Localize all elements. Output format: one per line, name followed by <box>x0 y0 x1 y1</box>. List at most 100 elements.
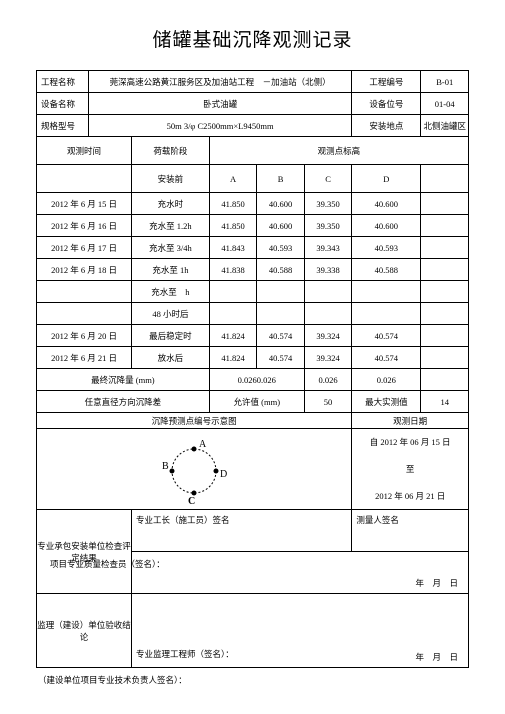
cell: 41.824 <box>209 347 257 369</box>
cell <box>304 303 352 325</box>
cell: 充水至 1.2h <box>132 215 210 237</box>
page-title: 储罐基础沉降观测记录 <box>36 25 469 52</box>
sig-l1: 专业工长（施工员）签名 <box>132 510 352 552</box>
cell: 2012 年 6 月 20 日 <box>37 325 132 347</box>
date-from: 自 2012 年 06 月 15 日 <box>352 429 469 456</box>
cell: 41.843 <box>209 237 257 259</box>
cell <box>37 303 132 325</box>
value: 14 <box>421 391 469 413</box>
cell: 充水时 <box>132 193 210 215</box>
cell: 40.600 <box>257 215 305 237</box>
cell: 2012 年 6 月 16 日 <box>37 215 132 237</box>
cell: 40.600 <box>352 193 421 215</box>
sig-box1: 专业承包安装单位检查评定结果 <box>37 510 132 594</box>
value: 0.026 <box>304 369 352 391</box>
cell: 40.588 <box>352 259 421 281</box>
blank <box>421 369 469 391</box>
cell: 2012 年 6 月 21 日 <box>37 347 132 369</box>
cell <box>421 347 469 369</box>
cell: 48 小时后 <box>132 303 210 325</box>
cell: 40.574 <box>352 325 421 347</box>
sig-box3: 监理（建设）单位验收结论 <box>37 594 132 668</box>
cell <box>257 281 305 303</box>
value: B-01 <box>421 71 469 93</box>
cell <box>209 281 257 303</box>
sub-load: 安装前 <box>132 165 210 193</box>
col-load: 荷载阶段 <box>132 137 210 165</box>
label: 最大实测值 <box>352 391 421 413</box>
cell <box>421 325 469 347</box>
cell <box>37 281 132 303</box>
cell <box>421 281 469 303</box>
cell: 充水至 3/4h <box>132 237 210 259</box>
sig-l3: 专业监理工程师（签名）： 年 月 日 <box>132 642 469 668</box>
col-a: A <box>209 165 257 193</box>
label: 任意直径方向沉降差 <box>37 391 210 413</box>
value: 50m 3/φ C2500mm×L9450mm <box>88 115 351 137</box>
cell: 41.824 <box>209 325 257 347</box>
cell <box>421 237 469 259</box>
cell: 40.574 <box>257 325 305 347</box>
sig-qc: 项目专业质量检查员（签名）： 年 月 日 <box>132 552 469 594</box>
col-b: B <box>257 165 305 193</box>
label: 允许值 (mm) <box>209 391 304 413</box>
cell: 40.574 <box>257 347 305 369</box>
svg-text:D: D <box>220 469 227 480</box>
diagram-cell: A B D C <box>37 429 352 510</box>
date-end: 2012 年 06 月 21 日 <box>352 483 469 510</box>
cell: 40.600 <box>352 215 421 237</box>
cell: 40.588 <box>257 259 305 281</box>
blank <box>132 594 469 642</box>
cell: 2012 年 6 月 18 日 <box>37 259 132 281</box>
col-d: D <box>352 165 421 193</box>
date-to: 至 <box>352 456 469 483</box>
cell: 39.350 <box>304 215 352 237</box>
cell: 41.850 <box>209 215 257 237</box>
cell: 40.600 <box>257 193 305 215</box>
label: 工程名称 <box>37 71 89 93</box>
cell: 39.350 <box>304 193 352 215</box>
cell <box>421 259 469 281</box>
cell <box>421 303 469 325</box>
cell <box>352 281 421 303</box>
cell <box>352 303 421 325</box>
cell: 41.850 <box>209 193 257 215</box>
value: 北侧油罐区 <box>421 115 469 137</box>
cell: 39.338 <box>304 259 352 281</box>
cell <box>421 193 469 215</box>
footer-note: （建设单位项目专业技术负责人签名）： <box>36 674 469 686</box>
col-time: 观测时间 <box>37 137 132 165</box>
cell: 最后稳定时 <box>132 325 210 347</box>
cell: 放水后 <box>132 347 210 369</box>
cell: 充水至 h <box>132 281 210 303</box>
date-title: 观测日期 <box>352 413 469 429</box>
svg-text:A: A <box>199 439 207 450</box>
sig-l2: 测量人签名 <box>352 510 469 552</box>
value: 莞深高速公路黄江服务区及加油站工程 －加油站（北侧） <box>88 71 351 93</box>
label: 规格型号 <box>37 115 89 137</box>
blank <box>421 165 469 193</box>
value: 0.026 <box>352 369 421 391</box>
record-table: 工程名称 莞深高速公路黄江服务区及加油站工程 －加油站（北侧） 工程编号 B-0… <box>36 70 469 668</box>
cell: 充水至 1h <box>132 259 210 281</box>
cell: 40.574 <box>352 347 421 369</box>
cell: 39.343 <box>304 237 352 259</box>
blank <box>37 165 132 193</box>
cell: 39.324 <box>304 325 352 347</box>
col-points: 观测点标高 <box>209 137 468 165</box>
cell: 41.838 <box>209 259 257 281</box>
label: 安装地点 <box>352 115 421 137</box>
label: 设备名称 <box>37 93 89 115</box>
value: 01-04 <box>421 93 469 115</box>
cell: 40.593 <box>352 237 421 259</box>
value: 0.0260.026 <box>209 369 304 391</box>
cell <box>209 303 257 325</box>
diagram-title: 沉降预测点编号示意图 <box>37 413 352 429</box>
cell <box>304 281 352 303</box>
cell: 39.324 <box>304 347 352 369</box>
cell: 2012 年 6 月 15 日 <box>37 193 132 215</box>
cell: 40.593 <box>257 237 305 259</box>
svg-text:B: B <box>162 461 169 472</box>
label: 工程编号 <box>352 71 421 93</box>
label: 最终沉降量 (mm) <box>37 369 210 391</box>
